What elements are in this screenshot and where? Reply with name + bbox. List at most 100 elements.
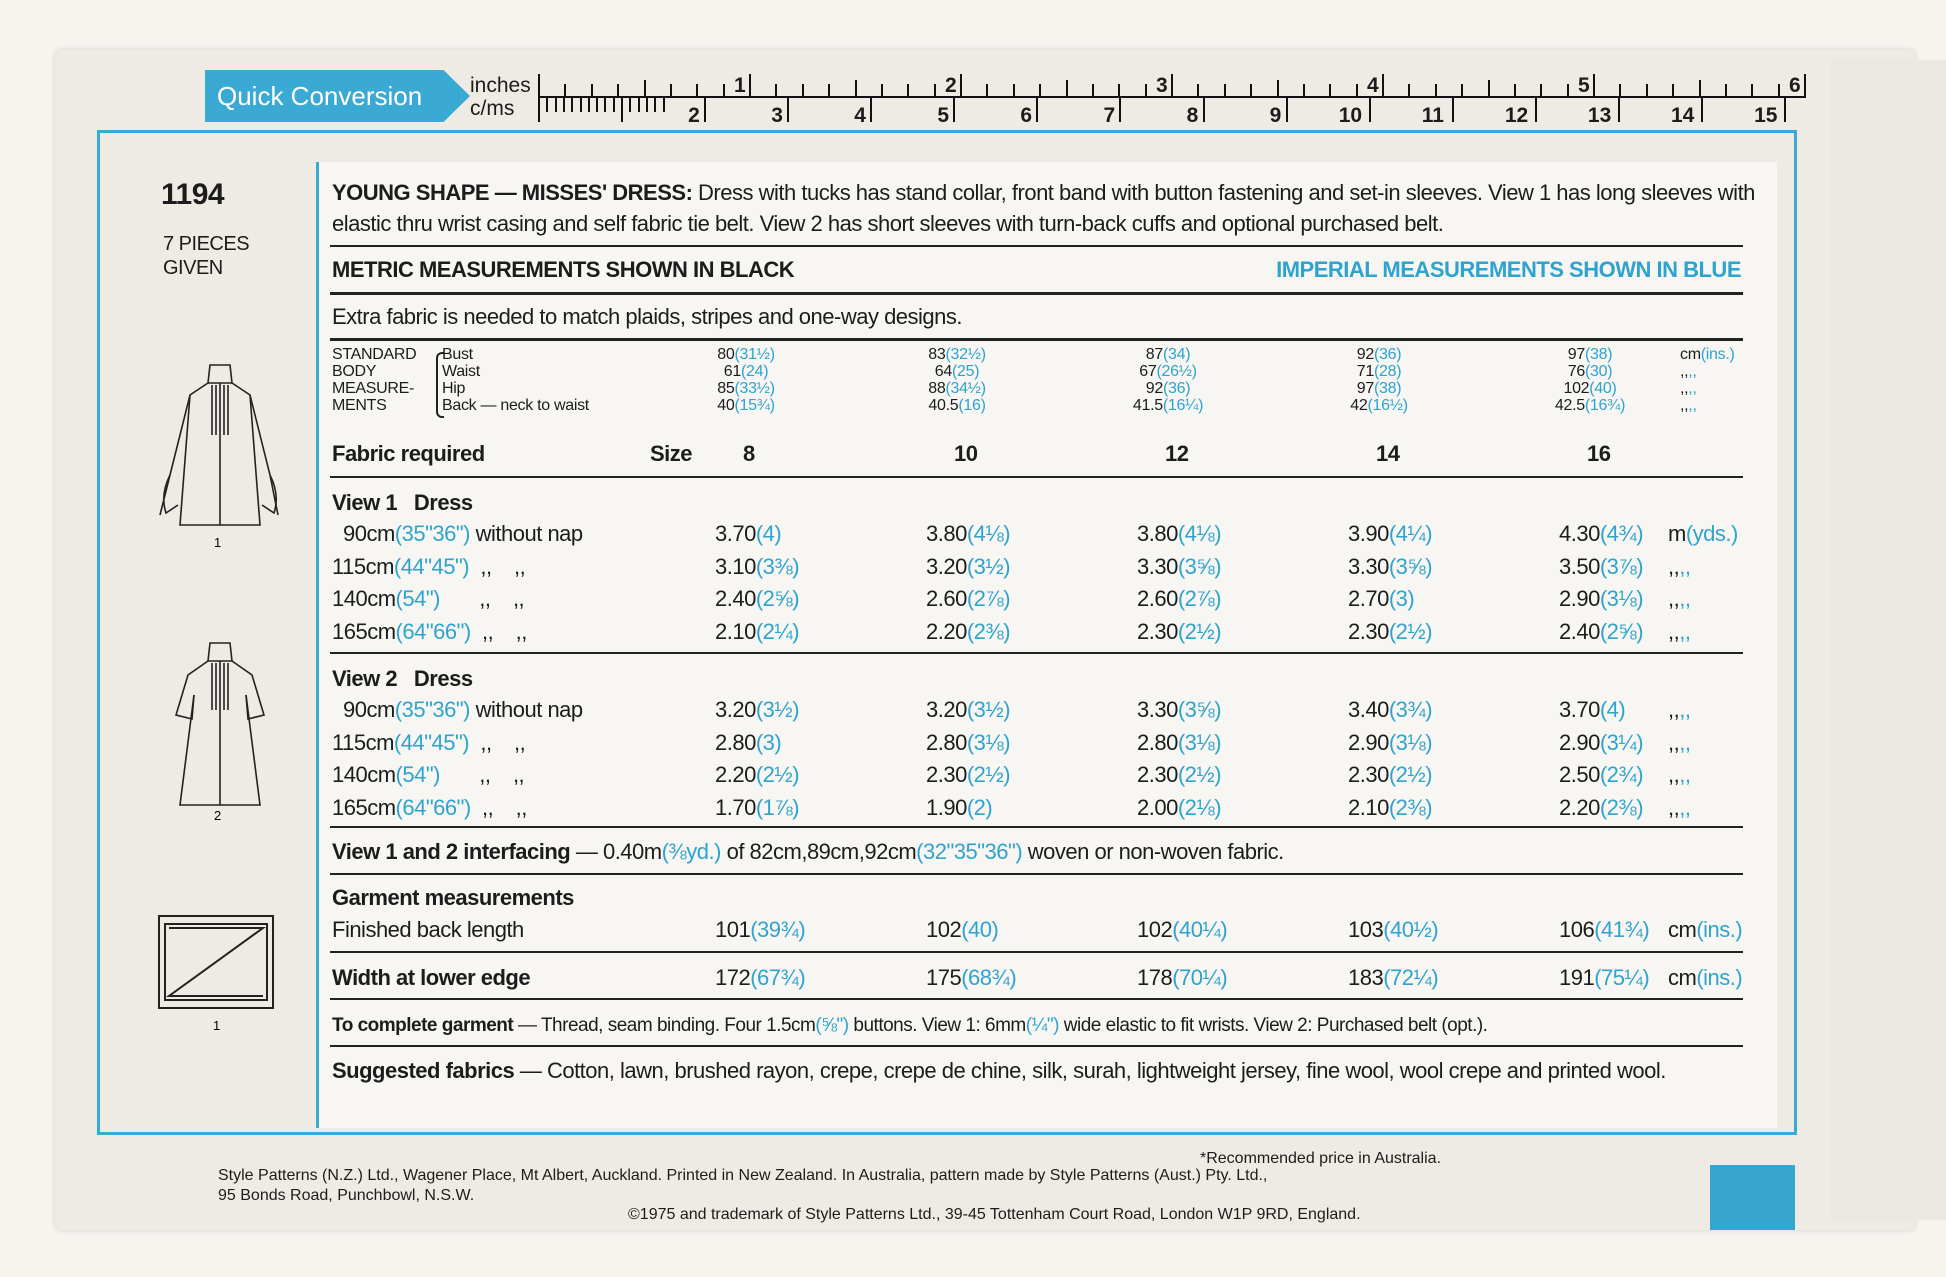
imperial-value: (3⅞) xyxy=(1599,553,1644,579)
measurement-value: 40(15¾) xyxy=(717,397,775,415)
imperial-value: (36) xyxy=(1373,346,1402,363)
measurement-value: 42(16½) xyxy=(1350,397,1408,415)
inch-tick xyxy=(1276,80,1279,96)
inch-tick xyxy=(1804,74,1806,96)
cm-tick xyxy=(1202,98,1205,122)
imperial-value: ,, xyxy=(1679,553,1691,579)
imperial-value: (3⅝) xyxy=(1177,553,1222,579)
inch-mark: 3 xyxy=(1156,74,1168,97)
metric-value: 3.20 xyxy=(926,697,967,722)
width-metric: 140cm xyxy=(332,762,396,787)
interfacing-line: View 1 and 2 interfacing — 0.40m(⅜yd.) o… xyxy=(332,839,1284,865)
width-imperial: (54") xyxy=(395,762,441,787)
metric-value: 3.40 xyxy=(1348,697,1389,722)
inch-mark: 6 xyxy=(1789,74,1801,97)
cm-tick xyxy=(1700,98,1703,122)
divider xyxy=(330,826,1743,828)
fabric-amount: 2.20(2⅜) xyxy=(1559,795,1644,821)
imperial-value: (3⅛) xyxy=(1599,586,1644,611)
cm-tick xyxy=(1534,98,1537,122)
imperial-note: IMPERIAL MEASUREMENTS SHOWN IN BLUE xyxy=(1276,257,1741,282)
blue-corner-mark xyxy=(1710,1165,1795,1230)
imperial-value: (40¼) xyxy=(1172,917,1228,942)
fabric-unit: ,,,, xyxy=(1668,553,1691,580)
inch-mark: 2 xyxy=(945,74,957,97)
fabric-amount: 2.30(2½) xyxy=(1348,619,1433,645)
suggested-fabrics-line: Suggested fabrics — Cotton, lawn, brushe… xyxy=(332,1058,1666,1084)
metric-value: 2.80 xyxy=(715,729,756,755)
fabric-amount: 3.10(3⅜) xyxy=(715,554,800,580)
measurement-value: 71(28) xyxy=(1357,363,1402,381)
fabric-amount: 3.20(3½) xyxy=(926,697,1011,723)
cm-tick xyxy=(1119,98,1122,122)
size-header: 12 xyxy=(1165,441,1189,466)
footer-line-2: 95 Bonds Road, Punchbowl, N.S.W. xyxy=(218,1187,475,1204)
inch-tick xyxy=(1091,84,1094,96)
footer-line-3: ©1975 and trademark of Style Patterns Lt… xyxy=(628,1206,1361,1223)
cm-mark: 14 xyxy=(1670,104,1695,127)
metric-value: 2.20 xyxy=(715,762,756,787)
imperial-value: (3⅝) xyxy=(1388,553,1433,579)
metric-value: 97 xyxy=(1567,346,1586,363)
width-metric: 165cm xyxy=(332,794,396,820)
garment-value: 172(67¾) xyxy=(715,965,806,991)
metric-value: 2.90 xyxy=(1559,729,1600,755)
imperial-value: (2⅜) xyxy=(966,618,1011,644)
width-metric: without nap xyxy=(470,697,584,722)
imperial-value: (67¾) xyxy=(750,965,806,990)
metric-value: ,, xyxy=(1680,397,1689,414)
imperial-value: (2½) xyxy=(755,762,800,787)
fabric-unit: m(yds.) xyxy=(1668,521,1738,547)
measurement-value: 102(40) xyxy=(1563,380,1616,398)
cm-tick xyxy=(870,98,873,122)
interfacing-p3: of 82cm,89cm,92cm xyxy=(720,839,917,864)
extra-fabric-note: Extra fabric is needed to match plaids, … xyxy=(332,304,963,329)
size-header: 8 xyxy=(743,441,755,466)
blue-frame xyxy=(97,130,1797,1135)
width-imperial: (35"36") xyxy=(394,521,471,546)
imperial-value: ,, xyxy=(1679,697,1691,722)
suggested-label: Suggested fabrics xyxy=(332,1058,515,1083)
fabric-amount: 2.40(2⅝) xyxy=(715,586,800,612)
metric-value: 2.70 xyxy=(1348,586,1389,611)
interfacing-label: View 1 and 2 interfacing xyxy=(332,839,571,864)
width-imperial: (35"36") xyxy=(394,697,471,722)
suggested-text: — Cotton, lawn, brushed rayon, crepe, cr… xyxy=(514,1058,1667,1083)
cm-tick xyxy=(662,98,665,112)
imperial-value: (3¾) xyxy=(1388,697,1433,722)
imperial-value: (4) xyxy=(1599,697,1626,722)
inch-tick xyxy=(564,84,567,96)
metric-value: 92 xyxy=(1356,346,1375,363)
imperial-value: (2½) xyxy=(966,762,1011,787)
imperial-value: (yds.) xyxy=(1685,521,1739,546)
imperial-value: (70¼) xyxy=(1172,965,1228,990)
metric-value: 3.80 xyxy=(1137,521,1178,546)
body-measurements-label: MENTS xyxy=(332,397,387,414)
metric-value: 2.30 xyxy=(1137,618,1178,644)
imperial-value: (2⅛) xyxy=(1177,794,1222,820)
inch-tick xyxy=(1144,84,1147,96)
fabric-amount: 3.50(3⅞) xyxy=(1559,553,1644,580)
width-metric: ,, ,, xyxy=(469,553,526,579)
inch-tick xyxy=(1698,80,1701,96)
fabric-amount: 1.90(2) xyxy=(926,795,993,821)
metric-value: 103 xyxy=(1348,917,1384,942)
fabric-amount: 3.30(3⅝) xyxy=(1348,553,1433,580)
fabric-amount: 3.90(4¼) xyxy=(1348,521,1433,547)
divider xyxy=(330,873,1743,875)
inch-tick xyxy=(538,74,540,96)
cm-mark: 4 xyxy=(854,104,866,127)
imperial-value: (28) xyxy=(1373,363,1402,380)
inch-tick xyxy=(1434,84,1437,96)
fabric-amount: 1.70(1⅞) xyxy=(715,795,800,821)
inch-tick xyxy=(643,80,646,96)
metric-value: 3.20 xyxy=(926,553,967,579)
garment-unit: cm(ins.) xyxy=(1668,965,1743,991)
inch-tick xyxy=(960,74,962,96)
fabric-amount: 3.40(3¾) xyxy=(1348,697,1433,723)
metric-value: 3.70 xyxy=(1559,697,1600,722)
width-metric: 140cm xyxy=(332,586,396,611)
inch-tick xyxy=(1065,80,1068,96)
imperial-value: (2½) xyxy=(1388,762,1433,787)
width-imperial: (44"45") xyxy=(393,729,470,755)
